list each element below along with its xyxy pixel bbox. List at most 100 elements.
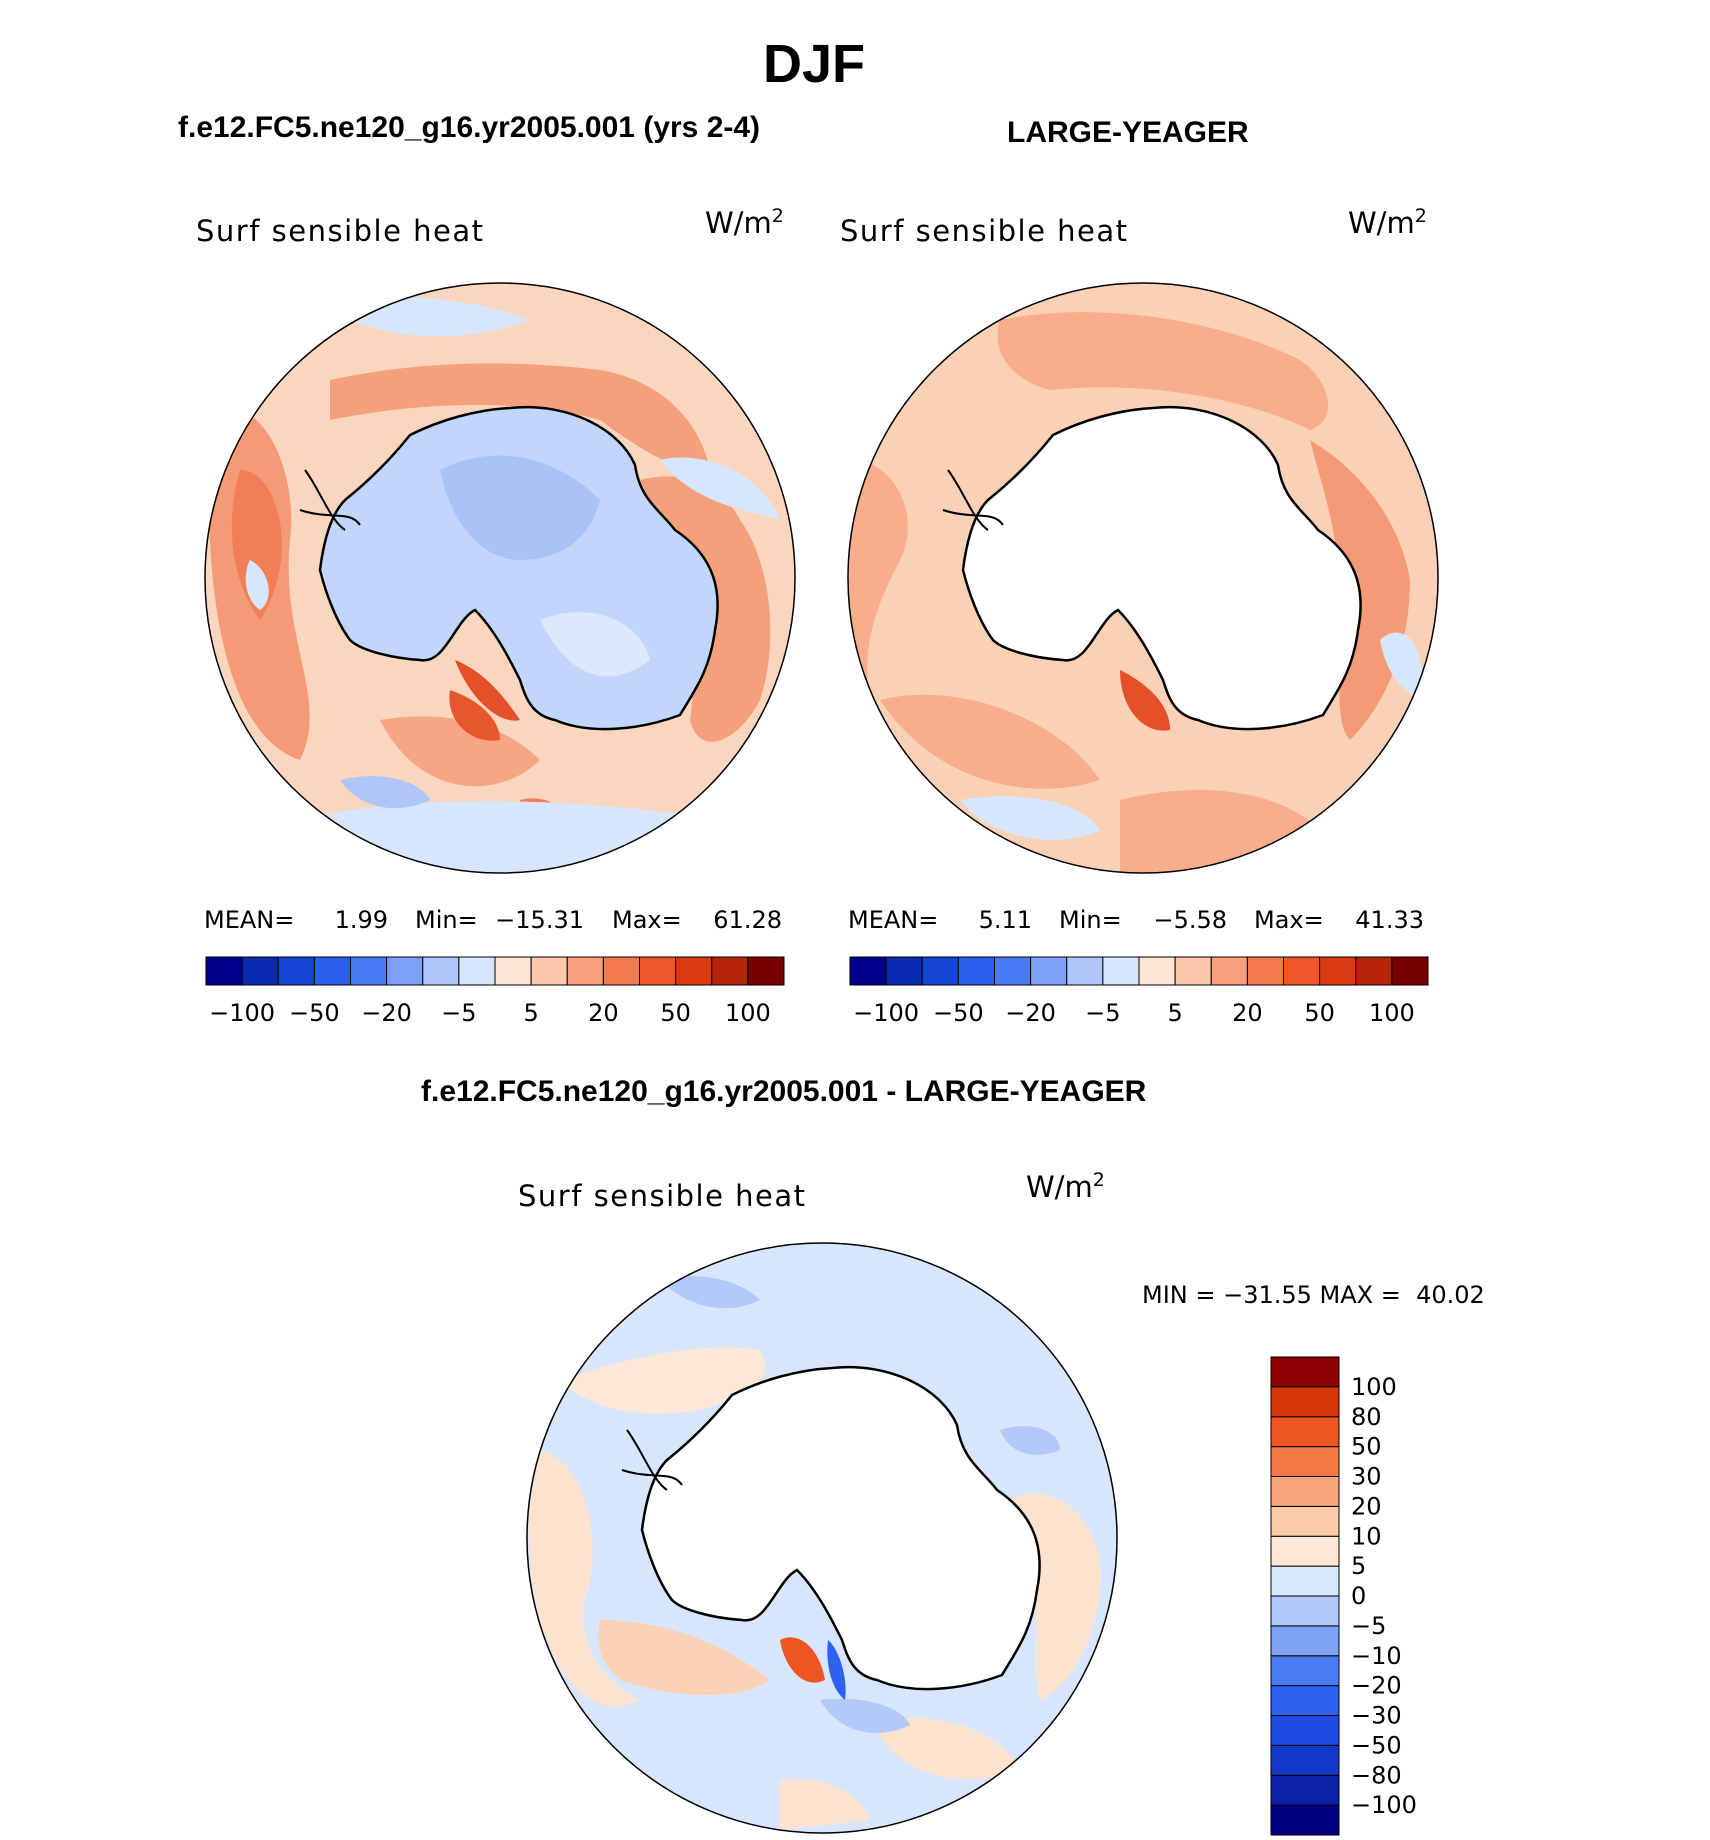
diff-colorbar-tick-label: −50 [1351, 1731, 1402, 1759]
diff-colorbar-box [1270, 1625, 1340, 1657]
diff-colorbar-box [1270, 1744, 1340, 1776]
reference-title: LARGE-YEAGER [1007, 116, 1249, 149]
diff-variable-label: Surf sensible heat [518, 1179, 807, 1213]
obs-colorbar-box [1355, 956, 1393, 986]
obs-variable-label: Surf sensible heat [840, 214, 1129, 248]
diff-colorbar-box [1270, 1565, 1340, 1597]
model-colorbar-box [458, 956, 496, 986]
diff-colorbar-tick-label: 100 [1351, 1373, 1397, 1401]
model-colorbar: −100 −50 −20 −5 5 20 50 100 [205, 956, 785, 1027]
diff-map [527, 1243, 1117, 1833]
season-title: DJF [763, 34, 865, 94]
diff-colorbar-box [1270, 1655, 1340, 1687]
obs-colorbar-box [1102, 956, 1140, 986]
obs-colorbar-tick-label: 20 [1232, 999, 1263, 1027]
model-colorbar-box [313, 956, 351, 986]
model-units-label: W/m2 [705, 205, 784, 240]
model-max-value: 61.28 [713, 906, 782, 934]
obs-colorbar-box [1319, 956, 1357, 986]
model-variable-label: Surf sensible heat [196, 214, 485, 248]
obs-colorbar-tick-label: −20 [1005, 999, 1056, 1027]
model-colorbar-box [350, 956, 388, 986]
model-colorbar-tick-label: 5 [523, 999, 538, 1027]
obs-colorbar-tick-label: 100 [1369, 999, 1415, 1027]
model-colorbar-box [639, 956, 677, 986]
model-colorbar-box [205, 956, 243, 986]
obs-colorbar-box [957, 956, 995, 986]
obs-colorbar-tick-label: −100 [853, 999, 919, 1027]
obs-max-value: 41.33 [1355, 906, 1424, 934]
model-colorbar-box [711, 956, 749, 986]
model-stats: MEAN= 1.99 Min= −15.31 Max= 61.28 [204, 906, 782, 934]
model-min-label: Min= [415, 906, 478, 934]
diff-colorbar-tick-label: −30 [1351, 1702, 1402, 1730]
difference-panel: Surf sensible heat W/m2 MIN = −31.55 MAX… [518, 1169, 1485, 1836]
diff-colorbar-tick-label: −10 [1351, 1642, 1402, 1670]
diff-colorbar-tick-label: 5 [1351, 1552, 1366, 1580]
model-colorbar-tick-label: −20 [361, 999, 412, 1027]
diff-colorbar-box [1270, 1715, 1340, 1746]
model-map-border [204, 282, 796, 874]
difference-title: f.e12.FC5.ne120_g16.yr2005.001 - LARGE-Y… [421, 1075, 1147, 1108]
model-mean-value: 1.99 [335, 906, 388, 934]
model-colorbar-box [602, 956, 640, 986]
model-colorbar-box [277, 956, 315, 986]
diff-colorbar-tick-label: 0 [1351, 1582, 1366, 1610]
diff-minmax: MIN = −31.55 MAX = 40.02 [1142, 1281, 1485, 1309]
model-colorbar-tick-label: −5 [441, 999, 476, 1027]
obs-units-label: W/m2 [1348, 205, 1427, 240]
diff-colorbar-box [1270, 1446, 1340, 1477]
obs-colorbar-box [994, 956, 1032, 986]
obs-colorbar-box [921, 956, 959, 986]
obs-colorbar-box [1210, 956, 1248, 986]
obs-min-label: Min= [1059, 906, 1122, 934]
obs-colorbar-tick-label: −5 [1085, 999, 1120, 1027]
obs-colorbar-box [849, 956, 887, 986]
diff-colorbar-tick-label: 80 [1351, 1403, 1382, 1431]
model-colorbar-tick-label: 50 [660, 999, 691, 1027]
diff-colorbar-box [1270, 1416, 1340, 1448]
diff-colorbar-box [1270, 1476, 1340, 1507]
observations-panel: Surf sensible heat W/m2 MEAN= 5.11 Min= … [840, 205, 1439, 1027]
model-colorbar-box [386, 956, 424, 986]
model-colorbar-tick-label: 100 [725, 999, 771, 1027]
diff-map-border [526, 1242, 1118, 1834]
model-colorbar-tick-label: −100 [209, 999, 275, 1027]
model-colorbar-tick-label: −50 [289, 999, 340, 1027]
model-colorbar-box [241, 956, 279, 986]
obs-colorbar-box [1246, 956, 1284, 986]
model-min-value: −15.31 [495, 906, 584, 934]
obs-colorbar-box [1391, 956, 1429, 986]
model-mean-label: MEAN= [204, 906, 294, 934]
diff-colorbar-box [1270, 1685, 1340, 1716]
model-panel: Surf sensible heat W/m2 [196, 205, 796, 1027]
diff-colorbar-box [1270, 1804, 1340, 1836]
model-colorbar-tick-label: 20 [588, 999, 619, 1027]
obs-colorbar-tick-label: −50 [933, 999, 984, 1027]
obs-mean-value: 5.11 [979, 906, 1032, 934]
model-colorbar-box [566, 956, 604, 986]
obs-map-border [847, 282, 1439, 874]
diff-colorbar-tick-label: −100 [1351, 1791, 1417, 1819]
model-colorbar-box [422, 956, 460, 986]
obs-max-label: Max= [1254, 906, 1324, 934]
diff-colorbar-tick-label: 30 [1351, 1463, 1382, 1491]
obs-colorbar-box [885, 956, 923, 986]
diff-colorbar-tick-label: −5 [1351, 1612, 1386, 1640]
diff-colorbar-box [1270, 1505, 1340, 1537]
obs-colorbar-tick-label: 50 [1304, 999, 1335, 1027]
obs-map [848, 283, 1438, 873]
obs-min-value: −5.58 [1153, 906, 1227, 934]
diff-colorbar-box [1270, 1774, 1340, 1806]
diff-colorbar-tick-label: −20 [1351, 1672, 1402, 1700]
diff-colorbar-tick-label: 10 [1351, 1522, 1382, 1550]
obs-colorbar-box [1174, 956, 1212, 986]
obs-colorbar-tick-label: 5 [1167, 999, 1182, 1027]
obs-colorbar-box [1283, 956, 1321, 986]
diff-colorbar-box [1270, 1386, 1340, 1418]
model-map [205, 283, 795, 873]
model-max-label: Max= [612, 906, 682, 934]
diff-colorbar-tick-label: 50 [1351, 1433, 1382, 1461]
model-colorbar-box [675, 956, 713, 986]
diff-colorbar-box [1270, 1595, 1340, 1627]
